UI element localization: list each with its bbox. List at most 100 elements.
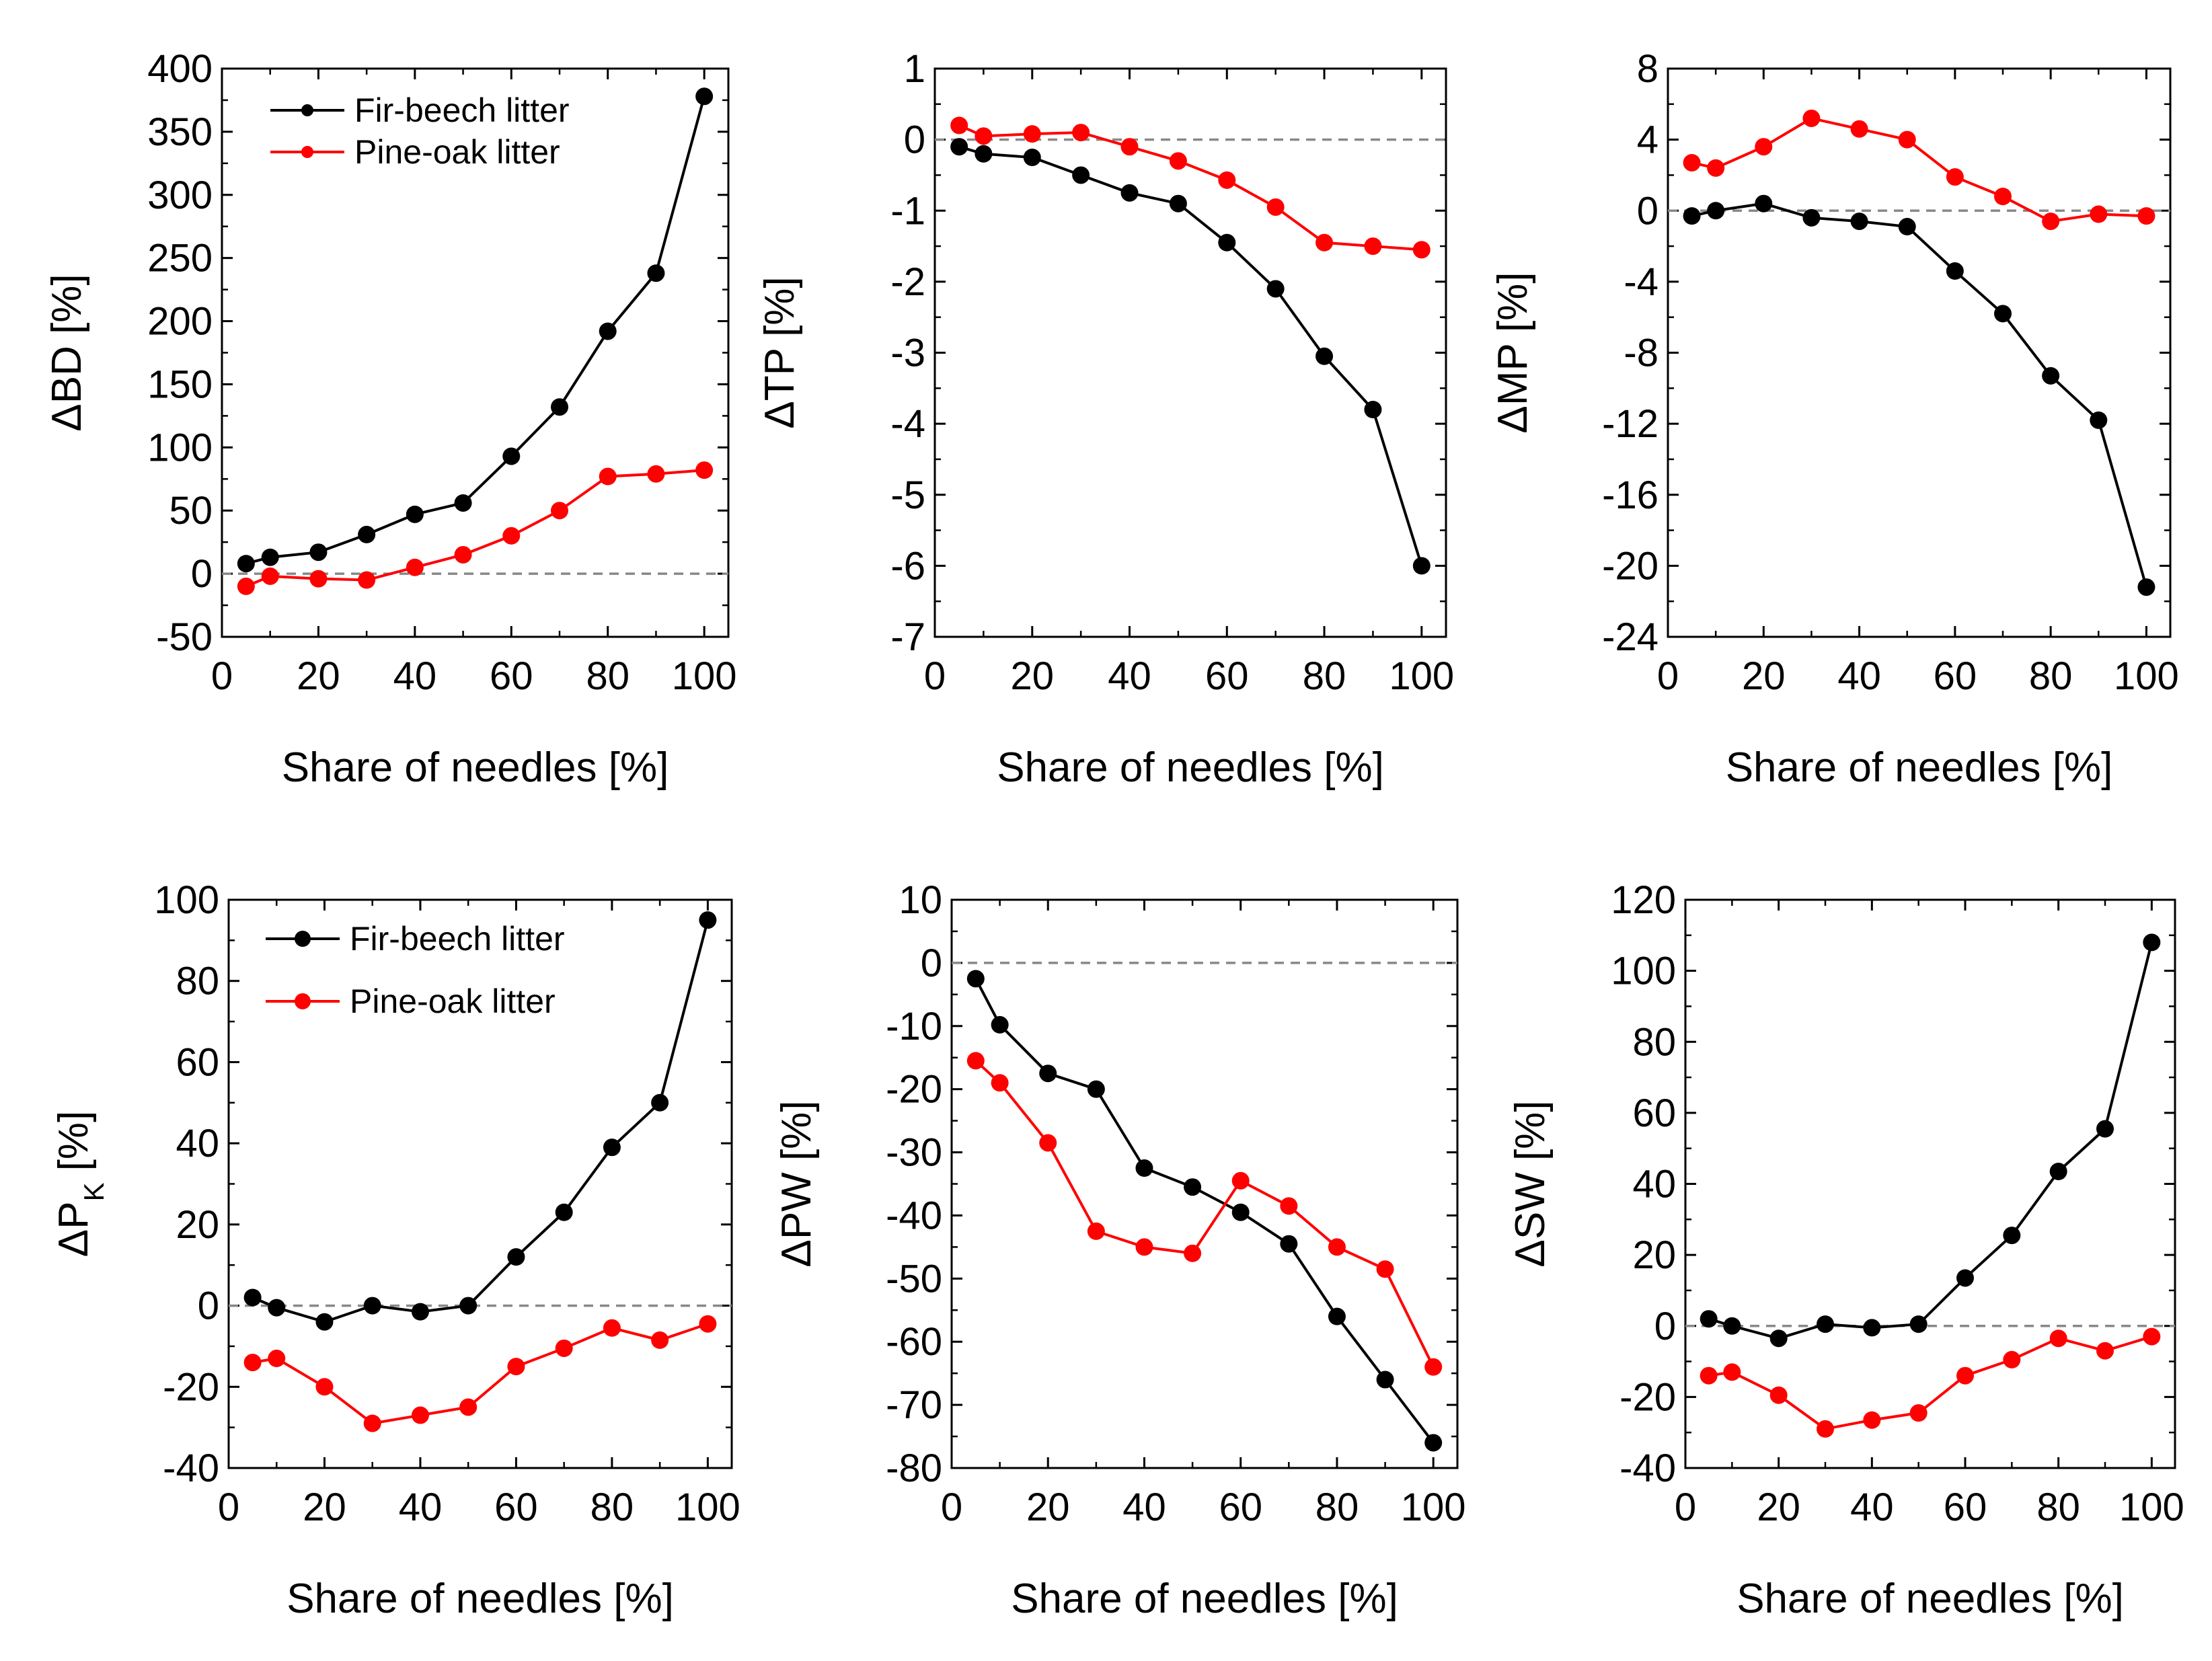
y-tick-label: -40 [1619, 1446, 1676, 1490]
y-tick-label: -7 [890, 615, 925, 659]
y-tick-label: 100 [1611, 950, 1676, 993]
y-tick-label: -4 [1624, 260, 1658, 304]
legend-label: Fir-beech litter [354, 91, 570, 129]
data-point [1039, 1065, 1057, 1083]
legend-marker [301, 146, 313, 158]
data-point [1909, 1404, 1928, 1422]
data-point [975, 145, 993, 163]
data-point [555, 1339, 573, 1357]
legend-label: Fir-beech litter [350, 920, 565, 958]
x-tick-label: 60 [490, 654, 533, 698]
x-tick-label: 60 [1944, 1485, 1987, 1529]
y-tick-label: 8 [1637, 47, 1658, 91]
data-point [950, 116, 968, 134]
y-tick-label: 0 [1637, 189, 1658, 233]
x-axis-title: Share of needles [%] [1011, 1576, 1398, 1622]
x-tick-label: 100 [2119, 1485, 2184, 1529]
x-tick-label: 20 [297, 654, 340, 698]
data-point [1863, 1319, 1881, 1337]
data-point [1072, 124, 1090, 142]
x-tick-label: 0 [941, 1485, 962, 1529]
series-pine-oak [237, 461, 714, 595]
y-tick-label: 400 [147, 47, 213, 91]
data-point [1184, 1178, 1202, 1196]
y-axis-title: ΔBD [%] [44, 274, 90, 431]
x-tick-label: 40 [1837, 654, 1881, 698]
data-point [507, 1358, 525, 1376]
x-tick-label: 0 [218, 1485, 239, 1529]
y-tick-label: -24 [1602, 615, 1658, 659]
data-point [966, 970, 985, 988]
y-tick-label: 0 [198, 1284, 219, 1328]
x-tick-label: 100 [1401, 1485, 1466, 1529]
series-pine-oak [950, 116, 1431, 259]
x-tick-label: 80 [586, 654, 630, 698]
x-tick-label: 60 [1219, 1485, 1262, 1529]
data-point [1266, 198, 1285, 216]
y-axis-title-unit: [%] [1490, 272, 1536, 344]
data-point [1087, 1080, 1105, 1098]
data-point [966, 1052, 985, 1070]
y-axis-title: ΔPW [%] [773, 1100, 820, 1267]
legend-label: Pine-oak litter [350, 982, 556, 1020]
data-point [975, 127, 993, 145]
series-fir-beech [1683, 194, 2156, 596]
data-point [237, 577, 255, 595]
x-tick-label: 40 [1850, 1485, 1894, 1529]
data-point [1169, 194, 1187, 213]
y-tick-label: -50 [886, 1257, 942, 1301]
y-tick-label: -20 [1602, 544, 1658, 588]
y-axis-title: ΔSW [%] [1507, 1100, 1554, 1267]
data-point [1231, 1171, 1250, 1190]
x-tick-label: 100 [2114, 654, 2179, 698]
data-point [1994, 305, 2012, 323]
x-tick-label: 20 [303, 1485, 346, 1529]
data-point [599, 322, 617, 340]
y-tick-label: -40 [163, 1446, 219, 1490]
data-point [551, 502, 568, 520]
x-tick-label: 40 [399, 1485, 443, 1529]
x-axis-title: Share of needles [%] [1737, 1576, 2124, 1622]
data-point [2137, 207, 2156, 225]
y-tick-label: 300 [147, 173, 213, 217]
data-point [695, 461, 714, 479]
y-axis-title-main: ΔPW [773, 1172, 820, 1268]
x-tick-label: 80 [2036, 1485, 2080, 1529]
y-axis-title-main: ΔP [50, 1202, 97, 1258]
data-point [695, 87, 714, 106]
data-point [1700, 1310, 1718, 1328]
data-point [1184, 1244, 1202, 1262]
series-pine-oak [966, 1052, 1443, 1376]
data-point [647, 264, 665, 282]
data-point [1280, 1235, 1298, 1253]
series-pine-oak [1700, 1327, 2161, 1438]
y-axis-title: ΔPK [%] [50, 1111, 110, 1258]
data-point [1376, 1260, 1394, 1278]
data-point [1023, 125, 1041, 143]
x-tick-label: 100 [675, 1485, 740, 1529]
data-point [2096, 1120, 2114, 1138]
data-point [1412, 557, 1431, 575]
data-point [2137, 578, 2156, 596]
data-point [2090, 205, 2108, 223]
y-tick-label: 100 [154, 878, 219, 922]
y-tick-label: -8 [1624, 332, 1658, 375]
y-tick-label: 1 [904, 47, 925, 91]
data-point [1135, 1159, 1153, 1177]
data-point [1135, 1238, 1153, 1256]
y-tick-label: 200 [147, 300, 213, 344]
data-point [1723, 1317, 1741, 1335]
data-point [1755, 194, 1773, 213]
y-tick-label: -20 [886, 1068, 942, 1112]
series-fir-beech [966, 970, 1443, 1452]
y-tick-label: -2 [890, 260, 925, 304]
y-tick-label: -40 [886, 1194, 942, 1237]
data-point [459, 1398, 478, 1416]
data-point [454, 494, 472, 512]
data-point [1817, 1420, 1834, 1438]
x-tick-label: 0 [924, 654, 946, 698]
x-axis-title: Share of needles [%] [997, 744, 1384, 791]
y-tick-label: 40 [1632, 1163, 1676, 1206]
